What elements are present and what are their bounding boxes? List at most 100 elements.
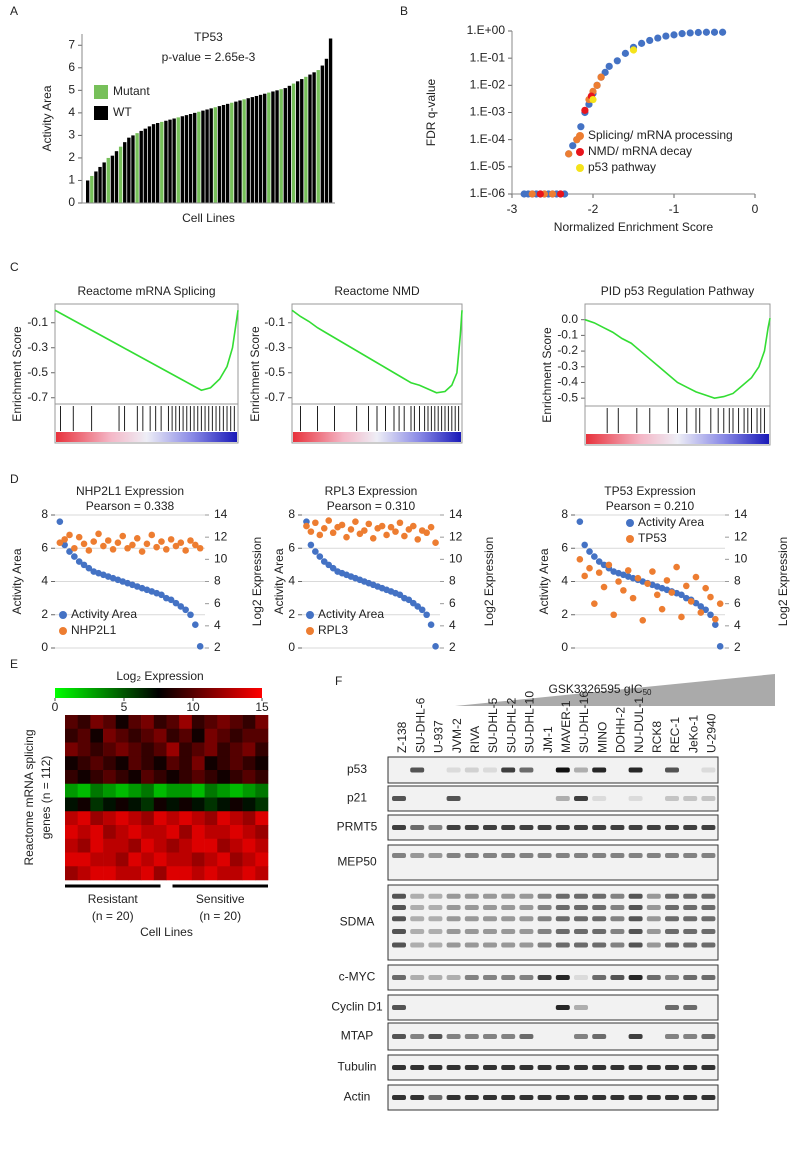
heat-cell <box>128 797 142 812</box>
bar <box>279 89 283 203</box>
band <box>410 825 425 830</box>
band <box>446 929 461 934</box>
band <box>464 825 479 830</box>
y-tick-label: -0.2 <box>557 343 578 357</box>
heat-cell <box>217 715 231 730</box>
heat-cell <box>65 742 78 757</box>
band <box>628 825 643 830</box>
y2-axis-label: Log2 Expression <box>250 537 264 626</box>
bar <box>283 88 287 203</box>
point <box>392 528 399 535</box>
heat-cell <box>217 783 231 798</box>
y-tick-label: 7 <box>68 37 75 51</box>
colorbar-tick-label: 5 <box>121 700 128 714</box>
band <box>428 916 443 922</box>
band <box>519 767 534 773</box>
heat-cell <box>77 866 91 881</box>
heat-cell <box>166 797 180 812</box>
heat-cell <box>204 715 218 730</box>
legend-marker <box>59 627 67 635</box>
point <box>196 643 204 650</box>
point <box>581 572 588 580</box>
band <box>538 796 552 801</box>
legend-marker <box>626 519 634 527</box>
heat-cell <box>65 783 78 798</box>
bar <box>242 99 246 203</box>
heat-cell <box>242 866 256 881</box>
heat-cell <box>103 770 117 785</box>
heat-cell <box>166 825 180 840</box>
heat-cell <box>191 715 205 730</box>
y-axis-label: Enrichment Score <box>10 326 24 422</box>
heat-cell <box>115 825 129 840</box>
panel-label: F <box>335 674 342 688</box>
heat-cell <box>65 728 78 743</box>
heat-cell <box>103 742 117 757</box>
bar <box>184 115 189 203</box>
point <box>528 190 536 198</box>
point <box>307 541 315 549</box>
heat-cell <box>90 866 104 881</box>
heat-cell <box>179 825 193 840</box>
band <box>574 1095 588 1100</box>
point <box>707 611 714 619</box>
band <box>592 1095 607 1100</box>
heat-cell <box>90 852 104 867</box>
band <box>574 853 588 858</box>
chart-subtitle: p-value = 2.65e-3 <box>162 50 256 64</box>
blot-title: GSK3326595 gIC50 <box>549 682 653 697</box>
point <box>686 29 694 37</box>
heat-cell <box>179 866 193 881</box>
band <box>555 1095 570 1100</box>
chart-title: TP53 Expression <box>604 484 695 498</box>
band <box>628 916 643 922</box>
band <box>610 942 625 948</box>
heat-cell <box>153 811 167 826</box>
x-tick-label: -3 <box>507 202 518 216</box>
y2-tick-label: 2 <box>449 640 456 654</box>
band <box>537 1065 552 1070</box>
point <box>621 49 630 57</box>
band <box>592 916 607 922</box>
point <box>536 190 544 198</box>
band <box>574 942 588 948</box>
lane-label: MAVER-1 <box>559 700 573 753</box>
band <box>683 1034 698 1039</box>
heat-cell <box>242 825 256 840</box>
bar <box>250 97 255 203</box>
band <box>701 1065 716 1070</box>
heat-cell <box>77 770 91 785</box>
heat-cell <box>153 715 167 730</box>
band <box>410 942 425 948</box>
point <box>95 530 102 538</box>
y2-tick-label: 12 <box>214 529 228 543</box>
band <box>428 1065 443 1070</box>
band <box>446 905 461 910</box>
band <box>683 905 698 910</box>
heat-cell <box>128 715 142 730</box>
band <box>610 825 625 830</box>
point <box>85 564 93 572</box>
x-tick-label: 0 <box>752 202 759 216</box>
band <box>647 1005 661 1010</box>
heat-cell <box>103 783 117 798</box>
band <box>465 1005 479 1010</box>
legend-swatch <box>94 106 108 120</box>
bar <box>300 79 304 203</box>
band <box>628 893 643 899</box>
band <box>646 853 661 858</box>
band <box>665 929 679 934</box>
point <box>124 544 131 552</box>
heat-cell <box>153 838 167 853</box>
heat-cell <box>77 783 91 798</box>
point <box>114 539 122 547</box>
band <box>446 1095 461 1100</box>
row-label: p53 <box>347 762 367 776</box>
lane-label: SU-DHL-10 <box>523 691 537 753</box>
point <box>658 605 666 613</box>
heat-cell <box>179 770 193 785</box>
y2-tick-label: 4 <box>734 618 741 632</box>
heat-cell <box>141 811 155 826</box>
point <box>177 603 185 610</box>
band <box>537 905 552 910</box>
